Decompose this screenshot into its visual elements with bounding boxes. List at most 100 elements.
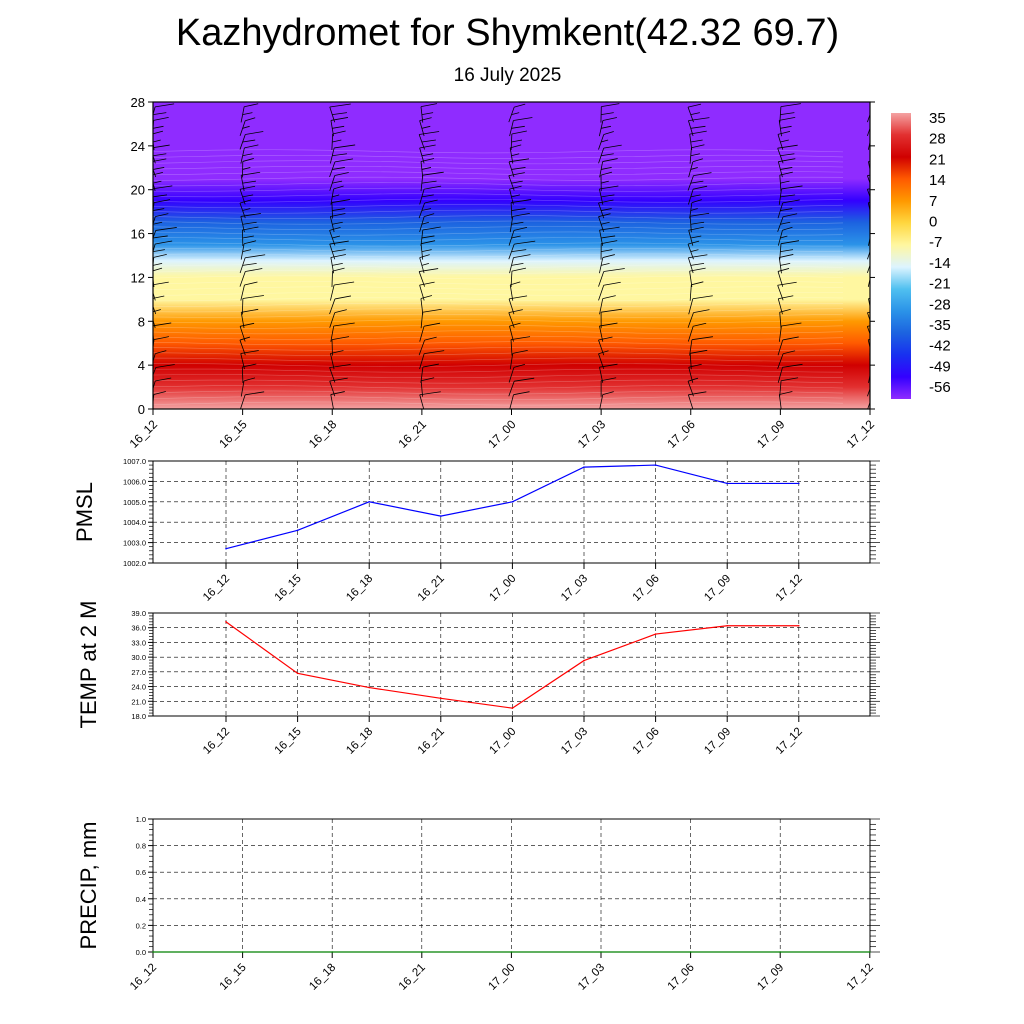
wind-barb-flag xyxy=(514,377,535,382)
wind-barb-shaft xyxy=(598,271,605,287)
y-tick-label: 33.0 xyxy=(131,638,146,647)
wind-barb-shaft xyxy=(419,353,425,370)
wind-barb-shaft xyxy=(420,367,424,383)
colorbar-label: -14 xyxy=(929,255,951,272)
data-point xyxy=(869,951,871,953)
contour-line xyxy=(153,204,844,209)
wind-barb-flag xyxy=(869,155,870,156)
wind-barb-flag xyxy=(693,172,712,177)
wind-barb-flag xyxy=(511,112,520,115)
wind-barb-flag xyxy=(153,153,167,157)
wind-barb-flag xyxy=(511,167,526,170)
wind-barb-flag xyxy=(510,281,521,286)
colorbar-label: -28 xyxy=(929,296,951,313)
y-tick-label: 4 xyxy=(138,358,145,373)
wind-barb-flag xyxy=(419,268,439,272)
wind-barb-flag xyxy=(692,295,713,300)
wind-barb-shaft xyxy=(420,380,423,397)
wind-barb-shaft xyxy=(153,380,156,391)
wind-barbs xyxy=(153,103,894,409)
wind-barb-shaft xyxy=(153,181,156,191)
wind-barb-shaft xyxy=(153,106,156,117)
wind-barb-flag xyxy=(511,249,527,253)
wind-barb-flag xyxy=(869,251,870,252)
wind-barb-shaft xyxy=(866,264,870,274)
contour-line xyxy=(153,281,844,285)
colorbar-label: -56 xyxy=(929,379,951,396)
wind-barb-flag xyxy=(602,391,614,395)
wind-barb-flag xyxy=(155,213,169,217)
wind-barb-flag xyxy=(332,153,348,157)
wind-barb-flag xyxy=(153,322,172,327)
wind-barb-flag xyxy=(422,363,439,368)
wind-barb-flag xyxy=(421,208,432,211)
wind-barb-flag xyxy=(330,213,346,217)
colorbar-label: -21 xyxy=(929,276,951,293)
data-point xyxy=(241,951,244,953)
x-tick-label: 17_03 xyxy=(559,726,590,757)
wind-barb-flag xyxy=(511,199,532,203)
wind-barb-shaft xyxy=(418,271,425,287)
wind-barb-shaft xyxy=(331,134,334,151)
contour-line xyxy=(153,231,844,236)
contour-line xyxy=(153,313,844,318)
colorbar: 35 28 21 14 7 0 -7 -14 -21 -28 -35 -42 -49 -56 xyxy=(891,110,951,399)
data-point xyxy=(296,672,299,675)
wind-barb-flag xyxy=(511,125,525,129)
wind-barb-flag xyxy=(244,144,259,149)
wind-barb-shaft xyxy=(510,271,513,288)
wind-barb-flag xyxy=(510,144,522,149)
wind-barb-shaft xyxy=(867,277,870,287)
wind-barb-flag xyxy=(688,117,710,122)
colorbar-label: -35 xyxy=(929,317,951,334)
wind-barb-flag xyxy=(872,268,890,271)
x-tick-label: 16_18 xyxy=(344,573,375,604)
wind-barb-flag xyxy=(334,158,354,163)
wind-barb-shaft xyxy=(688,367,694,383)
cross-section-chart: 0 4 8 12 16 20 24 28 16_12 16_15 16_18 16_21 17_00 17… xyxy=(127,95,894,451)
wind-barb-shaft xyxy=(241,367,244,384)
wind-barb-flag xyxy=(511,208,526,211)
wind-barb-shaft xyxy=(153,305,157,315)
wind-barb-flag xyxy=(781,377,799,382)
colorbar-label: 35 xyxy=(929,110,946,127)
wind-barb-flag xyxy=(873,255,894,258)
wind-barb-flag xyxy=(329,377,348,382)
wind-barb-shaft xyxy=(687,394,694,409)
wind-barb-flag xyxy=(424,185,442,190)
wind-barb-shaft xyxy=(867,175,870,185)
wind-barb-flag xyxy=(245,391,265,396)
wind-barb-shaft xyxy=(599,325,604,342)
wind-barb-flag xyxy=(239,336,251,341)
wind-barb-flag xyxy=(424,199,438,204)
wind-barb-flag xyxy=(153,262,163,266)
wind-barb-flag xyxy=(780,125,792,129)
x-tick-label: 16_15 xyxy=(273,726,304,757)
colorbar-label: 28 xyxy=(929,131,946,148)
colorbar-label: -49 xyxy=(929,358,951,375)
wind-barb-flag xyxy=(690,180,704,184)
wind-barb-flag xyxy=(690,212,710,217)
wind-barb-shaft xyxy=(777,298,783,315)
contour-line xyxy=(153,352,844,357)
y-axis-title: TEMP at 2 M xyxy=(76,601,101,729)
wind-barb-flag xyxy=(153,172,163,176)
wind-barb-flag xyxy=(155,240,173,245)
wind-barb-shaft xyxy=(240,106,245,123)
wind-barb-flag xyxy=(422,308,442,313)
wind-barb-flag xyxy=(779,117,796,121)
wind-barb-flag xyxy=(870,282,884,285)
wind-barb-flag xyxy=(782,336,799,341)
wind-barb-flag xyxy=(690,139,703,143)
wind-barb-flag xyxy=(153,295,165,299)
wind-barb-flag xyxy=(153,221,163,225)
wind-barb-flag xyxy=(509,322,521,327)
contour-line xyxy=(153,324,844,329)
wind-barb-flag xyxy=(508,309,523,314)
wind-barb-shaft xyxy=(867,339,870,350)
x-tick-label: 16_15 xyxy=(216,417,250,451)
wind-barb-flag xyxy=(869,264,870,266)
wind-barb-shaft xyxy=(598,134,605,150)
wind-barb-flag xyxy=(245,254,266,259)
wind-barb-flag xyxy=(871,364,886,367)
